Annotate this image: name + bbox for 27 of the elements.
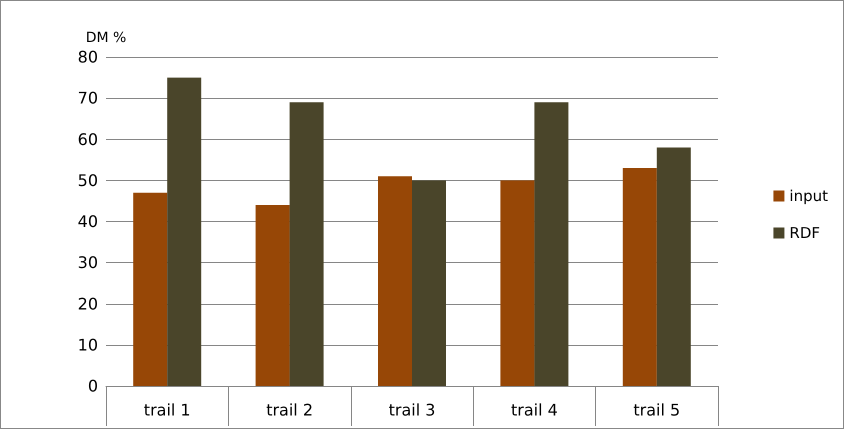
x-tick-label: trail 2	[266, 400, 314, 420]
bar	[290, 102, 324, 386]
x-tick-label: trail 4	[510, 400, 558, 420]
y-tick-label: 70	[78, 88, 98, 108]
y-tick-label: 20	[78, 294, 98, 314]
y-tick-label: 40	[78, 212, 98, 231]
y-tick-label: 10	[78, 335, 98, 354]
y-tick-label: 0	[88, 376, 98, 396]
bar	[378, 176, 412, 386]
y-axis-title: DM %	[86, 30, 126, 46]
legend-label: RDF	[789, 224, 820, 242]
legend-label: input	[789, 187, 828, 205]
x-tick-label: trail 5	[633, 400, 680, 420]
x-tick-label: trail 1	[144, 400, 191, 420]
x-tick-label: trail 3	[388, 400, 436, 420]
bar	[133, 192, 168, 386]
bar	[622, 168, 657, 386]
bar	[656, 147, 691, 386]
bar	[167, 78, 202, 386]
y-tick-label: 30	[78, 253, 98, 272]
y-tick-label: 60	[78, 130, 98, 149]
bar	[256, 205, 290, 386]
y-tick-label: 80	[78, 48, 98, 66]
bar	[412, 180, 446, 386]
bar	[534, 102, 568, 386]
y-tick-label: 50	[78, 170, 98, 190]
bar	[500, 180, 534, 386]
